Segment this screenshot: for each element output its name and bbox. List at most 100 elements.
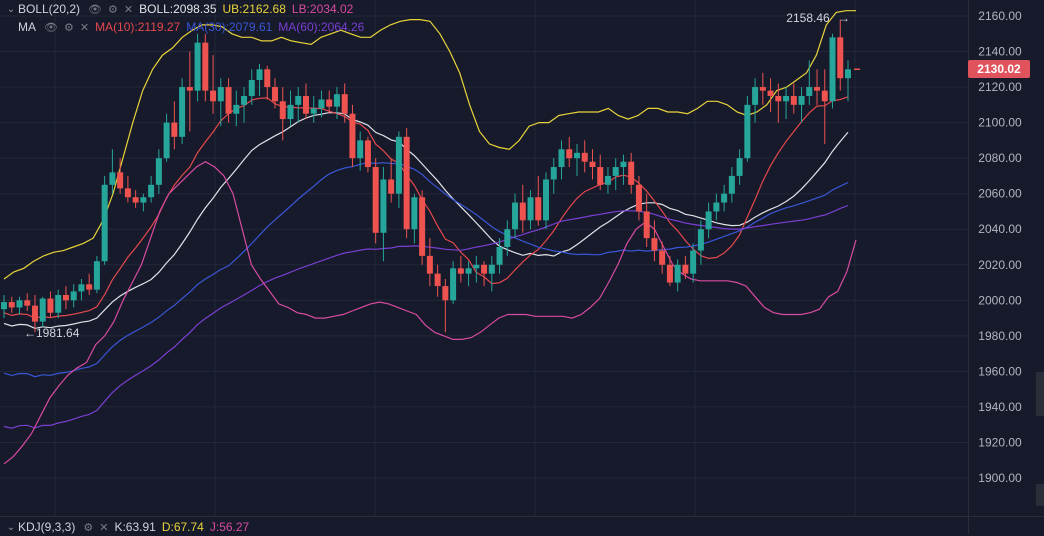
candle-body <box>302 95 309 114</box>
y-tick-label: 2160.00 <box>978 9 1022 23</box>
candle-body <box>155 158 162 185</box>
candle-body <box>620 161 627 168</box>
kdj-d-value: D:67.74 <box>161 520 204 534</box>
candle-body <box>124 188 131 198</box>
candle-body <box>186 87 193 91</box>
candle-body <box>674 264 681 283</box>
candle-body <box>604 175 611 185</box>
eye-icon[interactable]: 👁 <box>44 21 58 34</box>
candle-body <box>713 202 720 212</box>
candle-body <box>682 264 689 274</box>
candle-body <box>481 264 488 274</box>
candle-body <box>47 298 54 313</box>
candle-body <box>171 122 178 137</box>
candle-body <box>241 95 248 105</box>
candle-body <box>217 87 224 102</box>
candle-body <box>597 167 604 185</box>
candle-body <box>210 90 217 102</box>
candle-body <box>504 229 511 247</box>
candle-body <box>333 94 340 107</box>
y-tick-label: 1940.00 <box>978 400 1022 414</box>
candle-body <box>783 95 790 102</box>
candle-body <box>736 158 743 176</box>
ma10-value: MA(10):2119.27 <box>95 20 181 34</box>
boll-legend: ⌄ BOLL(20,2) 👁 ⚙ ✕ BOLL:2098.35 UB:2162.… <box>4 0 359 18</box>
candle-body <box>295 95 302 105</box>
candle-body <box>643 211 650 239</box>
close-icon[interactable]: ✕ <box>99 521 109 534</box>
candle-body <box>845 69 851 79</box>
candle-body <box>349 113 356 159</box>
candle-body <box>419 197 426 256</box>
candle-body <box>310 108 317 114</box>
boll-mid-line <box>3 111 849 330</box>
y-tick-label: 1900.00 <box>978 471 1022 485</box>
candle-body <box>767 90 774 96</box>
candle-body <box>635 184 642 212</box>
candle-body <box>62 294 69 301</box>
candle-body <box>543 179 550 221</box>
candle-body <box>690 250 697 274</box>
ma60-line <box>3 204 849 429</box>
candle-body <box>775 95 782 102</box>
candle-body <box>93 261 100 290</box>
candle-body <box>806 87 813 96</box>
candle-body <box>233 104 240 114</box>
eye-icon[interactable]: 👁 <box>88 3 103 16</box>
candle-body <box>248 79 255 96</box>
candle-body <box>612 167 619 176</box>
settings-icon[interactable]: ⚙ <box>108 3 118 16</box>
candle-body <box>450 268 457 301</box>
candle-body <box>70 291 77 301</box>
boll-name: BOLL(20,2) <box>18 2 81 16</box>
candle-body <box>326 99 333 107</box>
candle-body <box>117 172 124 189</box>
candle-body <box>589 161 596 168</box>
candle-body <box>272 87 279 102</box>
candle-body <box>550 167 557 180</box>
candle-body <box>434 273 441 287</box>
collapse-chevron-icon[interactable]: ⌄ <box>6 3 16 15</box>
candle-body <box>790 95 797 105</box>
candle-body <box>364 140 371 168</box>
candle-body <box>395 136 402 194</box>
settings-icon[interactable]: ⚙ <box>83 521 94 534</box>
collapse-chevron-icon[interactable]: ⌄ <box>6 521 16 533</box>
candle-body <box>179 87 186 137</box>
candle-body <box>759 87 766 91</box>
current-price-tag: 2130.02 <box>968 60 1030 79</box>
candle-body <box>24 300 31 306</box>
candle-body <box>140 197 147 203</box>
y-tick-label: 1980.00 <box>978 329 1022 343</box>
ma-name: MA <box>18 20 36 34</box>
candle-body <box>426 255 433 274</box>
y-tick-label: 2020.00 <box>978 258 1022 272</box>
y-tick-label: 2120.00 <box>978 80 1022 94</box>
candle-body <box>148 184 155 198</box>
candle-body <box>744 104 751 159</box>
ma-legend: MA 👁 ⚙ ✕ MA(10):2119.27 MA(30):2079.61 M… <box>4 18 370 36</box>
candle-body <box>86 284 93 290</box>
candle-body <box>279 101 286 120</box>
candle-body <box>101 184 108 262</box>
y-tick-label: 2040.00 <box>978 222 1022 236</box>
candle-body <box>39 298 46 322</box>
close-icon[interactable]: ✕ <box>79 21 90 34</box>
candle-body <box>264 69 271 88</box>
ma30-value: MA(30):2079.61 <box>186 20 273 34</box>
candle-body <box>721 193 728 203</box>
settings-icon[interactable]: ⚙ <box>63 21 74 34</box>
candle-body <box>666 264 673 283</box>
candle-body <box>697 229 704 251</box>
close-icon[interactable]: ✕ <box>123 3 134 16</box>
kdj-legend: ⌄ KDJ(9,3,3) ⚙ ✕ K:63.91 D:67.74 J:56.27 <box>4 518 255 536</box>
kdj-name: KDJ(9,3,3) <box>18 520 76 534</box>
kdj-k-value: K:63.91 <box>114 520 156 534</box>
candle-body <box>78 284 85 292</box>
scale-handle[interactable] <box>1036 372 1044 416</box>
scale-handle-lower[interactable] <box>1036 484 1044 506</box>
low-annotation: 1981.64 <box>36 326 80 340</box>
candle-body <box>31 305 38 322</box>
candle-body <box>728 175 735 194</box>
